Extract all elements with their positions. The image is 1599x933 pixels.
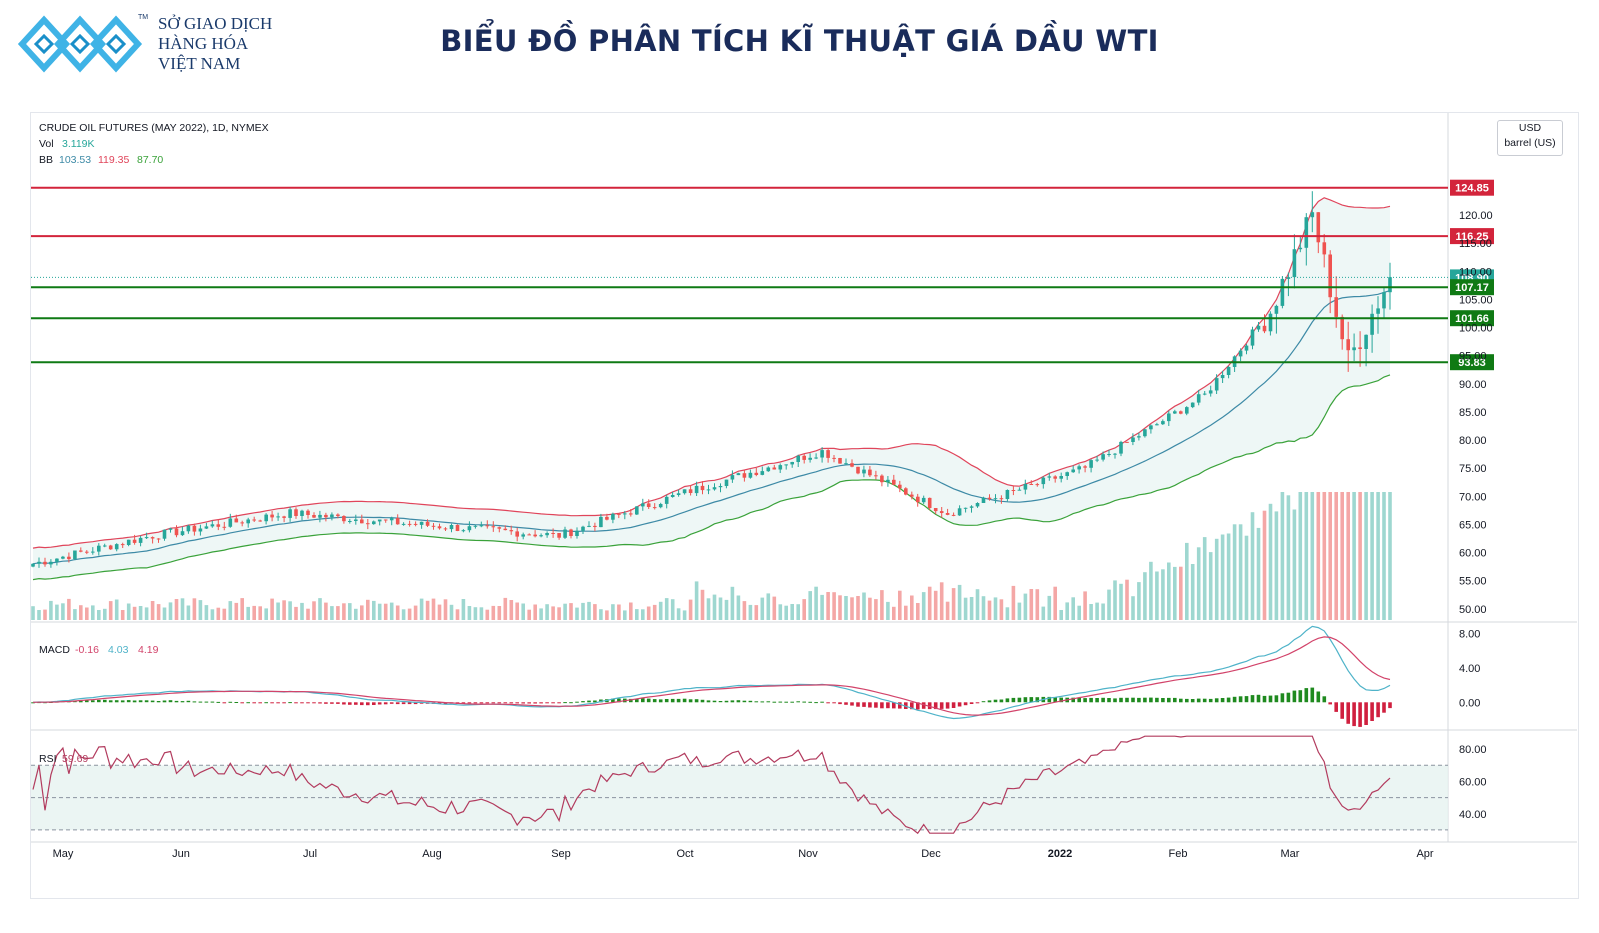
currency-label: USD <box>1518 122 1542 134</box>
unit-label: barrel (US) <box>1504 137 1556 149</box>
page-header: TM SỞ GIAO DỊCH HÀNG HÓA VIỆT NAM BIỂU Đ… <box>0 0 1599 90</box>
org-line-3: VIỆT NAM <box>158 54 241 73</box>
org-line-2: HÀNG HÓA <box>158 34 249 53</box>
page-title: BIỂU ĐỒ PHÂN TÍCH KĨ THUẬT GIÁ DẦU WTI <box>440 24 1159 58</box>
chart-frame <box>30 112 1579 899</box>
org-line-1: SỞ GIAO DỊCH <box>158 14 273 33</box>
trademark-mark: TM <box>138 14 149 21</box>
sgd-logo-icon <box>18 15 143 73</box>
unit-selector[interactable]: USD barrel (US) <box>1497 120 1563 156</box>
organization-name: SỞ GIAO DỊCH HÀNG HÓA VIỆT NAM <box>158 14 272 74</box>
